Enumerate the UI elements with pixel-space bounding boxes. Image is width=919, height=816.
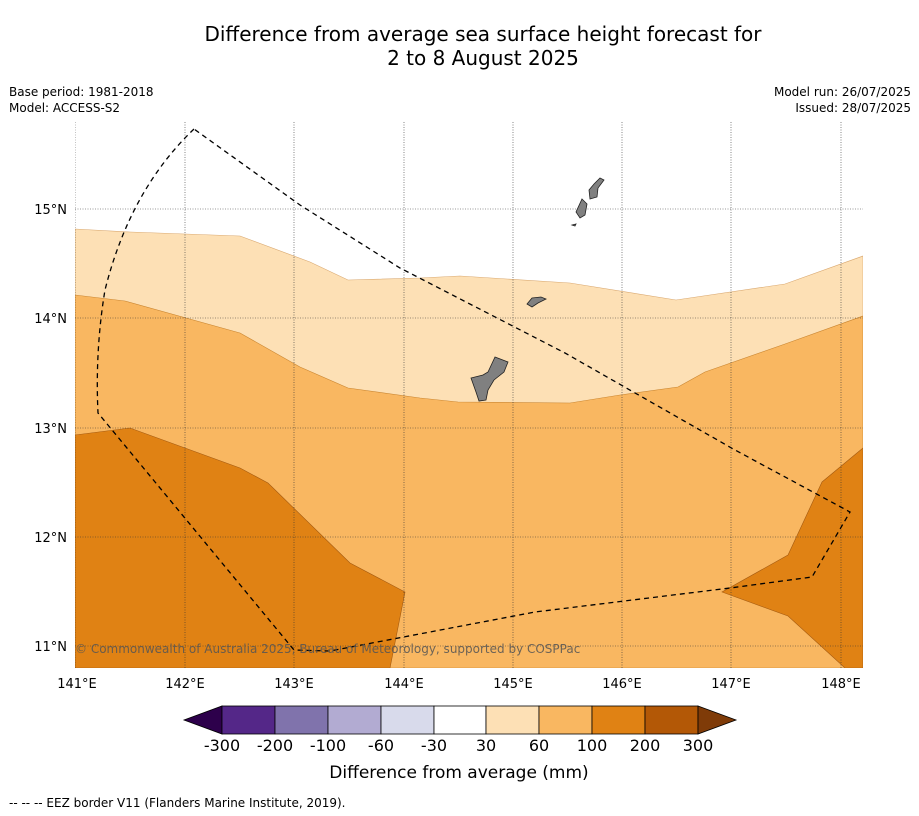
model-name: Model: ACCESS-S2 <box>9 101 121 115</box>
model-run: Model run: 26/07/2025 <box>773 85 911 99</box>
lat-tick-15: 15°N <box>34 203 67 218</box>
copyright-notice: © Commonwealth of Australia 2025, Bureau… <box>75 642 580 656</box>
colorbar-segment <box>485 705 540 735</box>
meta-right: Model run: 26/07/2025 Issued: 28/07/2025 <box>774 84 911 116</box>
lon-tick-143: 143°E <box>274 677 314 692</box>
eez-border <box>96 128 851 652</box>
lat-tick-labels: 11°N 12°N 13°N 14°N 15°N <box>34 203 67 655</box>
map-title: Difference from average sea surface heig… <box>0 22 919 70</box>
cb-tick: -300 <box>204 736 240 755</box>
lon-tick-labels: 141°E 142°E 143°E 144°E 145°E 146°E 147°… <box>57 677 861 692</box>
lon-tick-147: 147°E <box>711 677 751 692</box>
cb-tick: 200 <box>630 736 661 755</box>
base-period: Base period: 1981-2018 <box>9 85 154 99</box>
issued-date: Issued: 28/07/2025 <box>795 101 911 115</box>
lon-tick-146: 146°E <box>602 677 642 692</box>
island-aguijan <box>570 223 577 227</box>
islands <box>470 177 605 402</box>
meta-left: Base period: 1981-2018 Model: ACCESS-S2 <box>9 84 154 116</box>
cb-tick: -60 <box>368 736 394 755</box>
colorbar-segment <box>327 705 382 735</box>
cb-tick: 60 <box>529 736 549 755</box>
cb-tick: -30 <box>421 736 447 755</box>
lat-tick-11: 11°N <box>34 640 67 655</box>
island-tinian <box>575 198 588 219</box>
colorbar-segment <box>538 705 593 735</box>
colorbar <box>182 705 738 735</box>
band-100-200-west <box>75 427 406 668</box>
lon-tick-141: 141°E <box>57 677 97 692</box>
colorbar-title: Difference from average (mm) <box>329 763 588 783</box>
title-line-2: 2 to 8 August 2025 <box>387 46 579 70</box>
map-area: © Commonwealth of Australia 2025, Bureau… <box>75 122 863 668</box>
cb-tick: -100 <box>310 736 346 755</box>
lon-tick-148: 148°E <box>821 677 861 692</box>
colorbar-segment <box>433 705 487 735</box>
lon-tick-144: 144°E <box>384 677 424 692</box>
cb-tick: 300 <box>683 736 714 755</box>
title-line-1: Difference from average sea surface heig… <box>204 22 762 46</box>
gridlines <box>75 122 863 668</box>
cb-tick: 30 <box>476 736 496 755</box>
lat-tick-12: 12°N <box>34 531 67 546</box>
lat-tick-14: 14°N <box>34 312 67 327</box>
colorbar-extend-low <box>182 705 223 735</box>
island-rota <box>526 296 547 308</box>
colorbar-segment <box>274 705 329 735</box>
colorbar-extend-high <box>697 705 738 735</box>
cb-tick: -200 <box>257 736 293 755</box>
colorbar-tick-labels: -300 -200 -100 -60 -30 30 60 100 200 300 <box>204 736 713 755</box>
lon-tick-142: 142°E <box>165 677 205 692</box>
island-guam <box>470 356 509 402</box>
eez-footnote: -- -- -- EEZ border V11 (Flanders Marine… <box>9 796 346 810</box>
island-saipan <box>588 177 605 200</box>
colorbar-segment <box>221 705 276 735</box>
colorbar-segment <box>644 705 699 735</box>
lon-tick-145: 145°E <box>493 677 533 692</box>
colorbar-segment <box>591 705 646 735</box>
colorbar-segment <box>380 705 435 735</box>
lat-tick-13: 13°N <box>34 422 67 437</box>
cb-tick: 100 <box>577 736 608 755</box>
